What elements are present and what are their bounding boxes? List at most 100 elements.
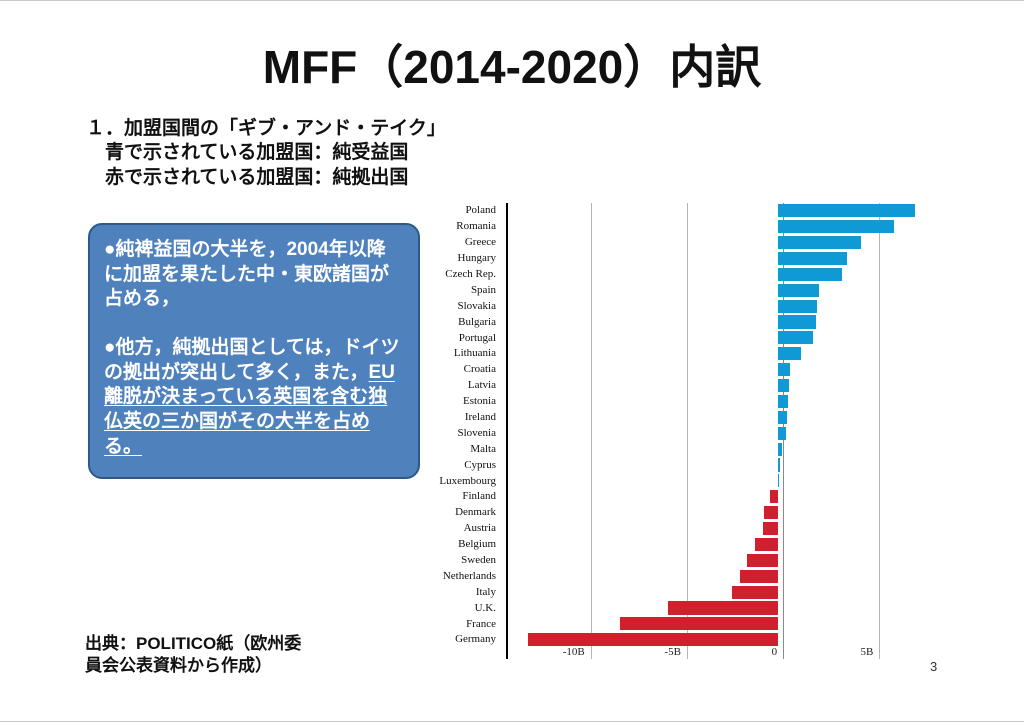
chart-row-barcell	[502, 362, 958, 378]
chart-bar	[778, 458, 781, 472]
callout-box: ●純裨益国の大半を，2004年以降に加盟を果たした中・東欧諸国が占める， ●他方…	[88, 223, 420, 479]
chart-row-label: Greece	[464, 236, 496, 249]
chart-bar	[778, 267, 842, 281]
chart-row-barcell	[502, 521, 958, 537]
chart-bar	[528, 633, 779, 647]
chart-row: Portugal	[420, 330, 962, 346]
chart-row-label: Czech Rep.	[445, 268, 496, 280]
chart-bar	[778, 315, 816, 329]
net-balance-bar-chart: Poland Romania Greece Hungary Czech Rep. Spai…	[420, 203, 980, 673]
chart-row-barcell	[502, 314, 958, 330]
chart-row-label: Portugal	[458, 331, 496, 344]
chart-row: Austria	[420, 521, 962, 537]
heading-line-1: １．加盟国間の「ギブ・アンド・テイク」	[86, 118, 446, 139]
chart-row-barcell	[502, 553, 958, 569]
chart-bar	[778, 299, 817, 313]
chart-bar	[778, 220, 894, 234]
gridline-5B	[879, 203, 881, 659]
chart-row-label: Latvia	[467, 379, 496, 392]
chart-row-label: Bulgaria	[458, 315, 496, 328]
chart-row: Hungary	[420, 251, 962, 267]
chart-row-barcell	[502, 346, 958, 362]
chart-row-barcell	[502, 282, 958, 298]
chart-row: Lithuania	[420, 346, 962, 362]
chart-row-barcell	[502, 267, 958, 283]
gridline--10B	[590, 203, 592, 659]
chart-bar	[778, 378, 789, 393]
chart-row-label: Netherlands	[442, 569, 496, 582]
chart-row: Poland	[420, 203, 962, 219]
chart-bar	[731, 585, 779, 599]
chart-bar	[620, 617, 779, 631]
chart-row: Netherlands	[420, 568, 962, 584]
chart-bar	[770, 490, 779, 504]
chart-row: Belgium	[420, 537, 962, 553]
chart-row: Finland	[420, 489, 962, 505]
callout-paragraph-1: ●純裨益国の大半を，2004年以降に加盟を果たした中・東欧諸国が占める，	[104, 239, 390, 310]
chart-row-barcell	[502, 425, 958, 441]
chart-row: Denmark	[420, 505, 962, 521]
x-tick-label: 0	[771, 646, 778, 658]
chart-row: Ireland	[420, 410, 962, 426]
chart-bar	[778, 204, 915, 218]
chart-row-barcell	[502, 600, 958, 616]
callout-paragraph-2-underlined: EU離脱が決まっている英国を含む独仏英の三か国がその大半を占める。	[104, 361, 395, 457]
chart-row: Czech Rep.	[420, 267, 962, 283]
chart-row-barcell	[502, 616, 958, 632]
chart-row-label: Luxembourg	[439, 474, 496, 487]
chart-row-label: Croatia	[463, 363, 496, 376]
chart-row-barcell	[502, 632, 958, 648]
chart-row: Spain	[420, 282, 962, 298]
chart-row-label: Italy	[475, 585, 496, 598]
chart-row-label: Austria	[463, 522, 496, 535]
page-number: 3	[930, 659, 938, 674]
chart-row-barcell	[502, 251, 958, 267]
chart-row-barcell	[502, 568, 958, 584]
chart-row-label: Germany	[455, 633, 496, 646]
chart-row-label: Ireland	[464, 411, 496, 424]
chart-row: Malta	[420, 441, 962, 457]
chart-row-label: Spain	[470, 283, 496, 296]
source-line-2: 員会公表資料から作成）	[85, 656, 272, 676]
chart-row: Croatia	[420, 362, 962, 378]
chart-bar	[778, 331, 813, 345]
gridline--5B	[686, 203, 688, 659]
chart-row-barcell	[502, 441, 958, 457]
chart-row-label: Finland	[462, 490, 496, 503]
chart-row-label: Romania	[456, 220, 496, 233]
chart-row-label: Poland	[465, 204, 496, 217]
x-tick-label: -10B	[562, 646, 585, 658]
chart-row: Italy	[420, 584, 962, 600]
heading-line-3: 赤で示されている加盟国：純拠出国	[105, 166, 409, 188]
chart-row-barcell	[502, 378, 958, 394]
chart-row-barcell	[502, 457, 958, 473]
chart-row-label: Belgium	[458, 538, 496, 551]
chart-row-barcell	[502, 298, 958, 314]
chart-row: Romania	[420, 219, 962, 235]
chart-row-label: Cyprus	[464, 458, 496, 471]
x-tick-label: 5B	[860, 646, 874, 658]
chart-row: Greece	[420, 235, 962, 251]
chart-bar	[778, 394, 788, 408]
chart-row-label: Malta	[470, 442, 496, 455]
chart-bar	[747, 553, 779, 567]
chart-bar	[778, 410, 787, 424]
chart-row-barcell	[502, 537, 958, 553]
chart-bar	[778, 235, 861, 250]
chart-row: Germany	[420, 632, 962, 648]
chart-row: Sweden	[420, 553, 962, 569]
chart-bar	[778, 442, 782, 456]
chart-row: Latvia	[420, 378, 962, 394]
chart-row: Slovakia	[420, 298, 962, 314]
chart-row-barcell	[502, 473, 958, 489]
chart-row-label: Hungary	[457, 252, 497, 265]
chart-bar	[755, 537, 779, 551]
chart-bar	[778, 283, 819, 297]
chart-row-barcell	[502, 219, 958, 235]
chart-row-barcell	[502, 330, 958, 346]
chart-row-label: Slovakia	[457, 299, 497, 312]
chart-row: Luxembourg	[420, 473, 962, 489]
chart-bar	[763, 506, 779, 520]
chart-row-barcell	[502, 505, 958, 521]
